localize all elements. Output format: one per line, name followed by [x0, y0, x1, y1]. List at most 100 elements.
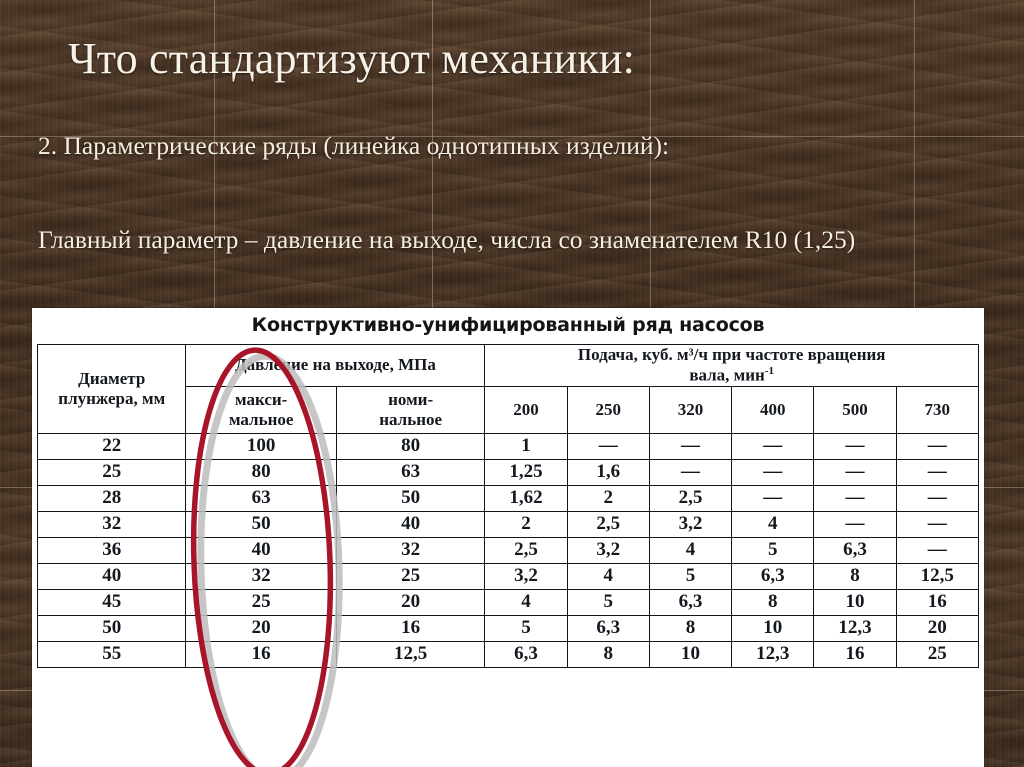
cell-flow-320: 4 — [648, 536, 733, 564]
slide-paragraph-1: 2. Параметрические ряды (линейка однотип… — [38, 131, 670, 160]
header-speed-500: 500 — [813, 385, 897, 434]
cell-flow-200: 1,25 — [484, 458, 568, 486]
cell-flow-200: 6,3 — [484, 640, 568, 668]
cell-flow-200: 1 — [484, 432, 568, 460]
cell-pressure-nominal: 32 — [335, 536, 486, 564]
header-pressure-group: Давление на выходе, МПа — [185, 344, 486, 387]
header-pressure-max-line2: мальное — [228, 409, 294, 429]
cell-pressure-max: 63 — [185, 484, 337, 512]
pump-parametric-table: Диаметр плунжера, мм Давление на выходе,… — [36, 344, 980, 668]
cell-flow-250: 1,6 — [566, 458, 650, 486]
pump-table-panel: Конструктивно-унифицированный ряд насосо… — [32, 308, 984, 767]
table-row: 45 25 20 4 5 6,3 8 10 16 — [36, 588, 980, 616]
header-speed-400: 400 — [731, 385, 815, 434]
page-title: Что стандартизуют механики: — [68, 34, 636, 83]
cell-flow-250: 5 — [566, 588, 650, 616]
cell-flow-500: 16 — [813, 640, 897, 668]
cell-flow-320: 6,3 — [648, 588, 733, 616]
cell-diameter: 45 — [36, 588, 187, 616]
table-row: 32 50 40 2 2,5 3,2 4— — — [36, 510, 980, 538]
cell-flow-730: 12,5 — [895, 562, 980, 590]
header-flow-line1: Подача, куб. м³/ч при частоте вращения — [577, 345, 886, 364]
cell-flow-320: — — [648, 458, 733, 486]
cell-diameter: 25 — [36, 458, 187, 486]
cell-pressure-nominal: 50 — [335, 484, 486, 512]
cell-flow-500: — — [813, 432, 897, 460]
cell-flow-250: 2,5 — [566, 510, 650, 538]
cell-flow-250: 3,2 — [566, 536, 650, 564]
cell-pressure-max: 100 — [185, 432, 337, 460]
cell-flow-730: — — [895, 536, 980, 564]
cell-flow-200: 4 — [484, 588, 568, 616]
cell-flow-250: 4 — [566, 562, 650, 590]
cell-flow-320: 3,2 — [648, 510, 733, 538]
cell-flow-730: 16 — [895, 588, 980, 616]
slide-paragraph-2: Главный параметр – давление на выходе, ч… — [38, 225, 856, 254]
table-row: 40 32 25 3,2 4 5 6,3 8 12,5 — [36, 562, 980, 590]
header-speed-320: 320 — [648, 385, 733, 434]
header-flow-line2: вала, мин — [689, 365, 765, 385]
cell-pressure-max: 25 — [185, 588, 337, 616]
table-title: Конструктивно-унифицированный ряд насосо… — [251, 314, 765, 336]
cell-flow-730: 20 — [895, 614, 980, 642]
cell-flow-730: — — [895, 510, 980, 538]
cell-diameter: 32 — [36, 510, 187, 538]
cell-flow-320: — — [648, 432, 733, 460]
background-seam-horizontal — [0, 136, 1024, 137]
cell-flow-500: 6,3 — [813, 536, 897, 564]
cell-diameter: 55 — [36, 640, 187, 668]
cell-flow-730: — — [895, 432, 980, 460]
cell-flow-250: 2 — [566, 484, 650, 512]
cell-flow-400: — — [731, 458, 815, 486]
cell-pressure-max: 50 — [185, 510, 337, 538]
cell-flow-320: 2,5 — [648, 484, 733, 512]
cell-pressure-nominal: 12,5 — [335, 640, 486, 668]
cell-flow-200: 2,5 — [484, 536, 568, 564]
header-speed-200: 200 — [484, 385, 568, 434]
cell-flow-250: 8 — [566, 640, 650, 668]
cell-flow-400: 8 — [731, 588, 815, 616]
cell-flow-400: — — [731, 432, 815, 460]
cell-flow-250: — — [566, 432, 650, 460]
table-header-row-group: Диаметр плунжера, мм Давление на выходе,… — [36, 344, 979, 434]
cell-flow-730: — — [895, 458, 980, 486]
cell-flow-320: 10 — [648, 640, 733, 668]
cell-pressure-nominal: 16 — [335, 614, 486, 642]
cell-flow-400: 4 — [731, 510, 815, 538]
table-row: 22 100 80 1— — — — — — [36, 432, 980, 460]
cell-pressure-max: 32 — [185, 562, 337, 590]
cell-flow-400: 6,3 — [731, 562, 815, 590]
cell-pressure-max: 16 — [185, 640, 337, 668]
cell-diameter: 50 — [36, 614, 187, 642]
cell-flow-400: — — [731, 484, 815, 512]
cell-pressure-nominal: 40 — [335, 510, 486, 538]
cell-pressure-nominal: 20 — [335, 588, 486, 616]
table-row: 25 80 63 1,25 1,6— — — — — [36, 458, 980, 486]
cell-flow-500: — — [813, 510, 897, 538]
cell-flow-500: 8 — [813, 562, 897, 590]
header-speed-250: 250 — [566, 385, 650, 434]
cell-pressure-nominal: 63 — [335, 458, 486, 486]
cell-flow-500: — — [813, 458, 897, 486]
cell-pressure-nominal: 25 — [335, 562, 486, 590]
header-flow-superscript: -1 — [764, 365, 775, 378]
cell-flow-730: 25 — [895, 640, 980, 668]
cell-flow-320: 8 — [648, 614, 733, 642]
cell-flow-400: 5 — [731, 536, 815, 564]
header-diameter: Диаметр плунжера, мм — [36, 344, 187, 434]
table-row: 50 20 16 5 6,3 8 10 12,3 20 — [36, 614, 980, 642]
cell-flow-500: 12,3 — [813, 614, 897, 642]
cell-flow-500: 10 — [813, 588, 897, 616]
header-pressure-nominal: номи- нальное — [335, 385, 486, 434]
cell-flow-400: 12,3 — [731, 640, 815, 668]
cell-pressure-nominal: 80 — [335, 432, 486, 460]
cell-flow-730: — — [895, 484, 980, 512]
cell-flow-400: 10 — [731, 614, 815, 642]
table-row: 28 63 50 1,62 2 2,5— — — — [36, 484, 980, 512]
cell-diameter: 22 — [36, 432, 187, 460]
header-pressure-max: макси- мальное — [185, 385, 337, 434]
table-row: 55 16 12,5 6,3 8 10 12,3 16 25 — [36, 640, 980, 668]
header-pressure-nom-line2: нальное — [379, 409, 443, 429]
header-pressure-nom-line1: номи- — [388, 389, 434, 409]
cell-flow-200: 5 — [484, 614, 568, 642]
